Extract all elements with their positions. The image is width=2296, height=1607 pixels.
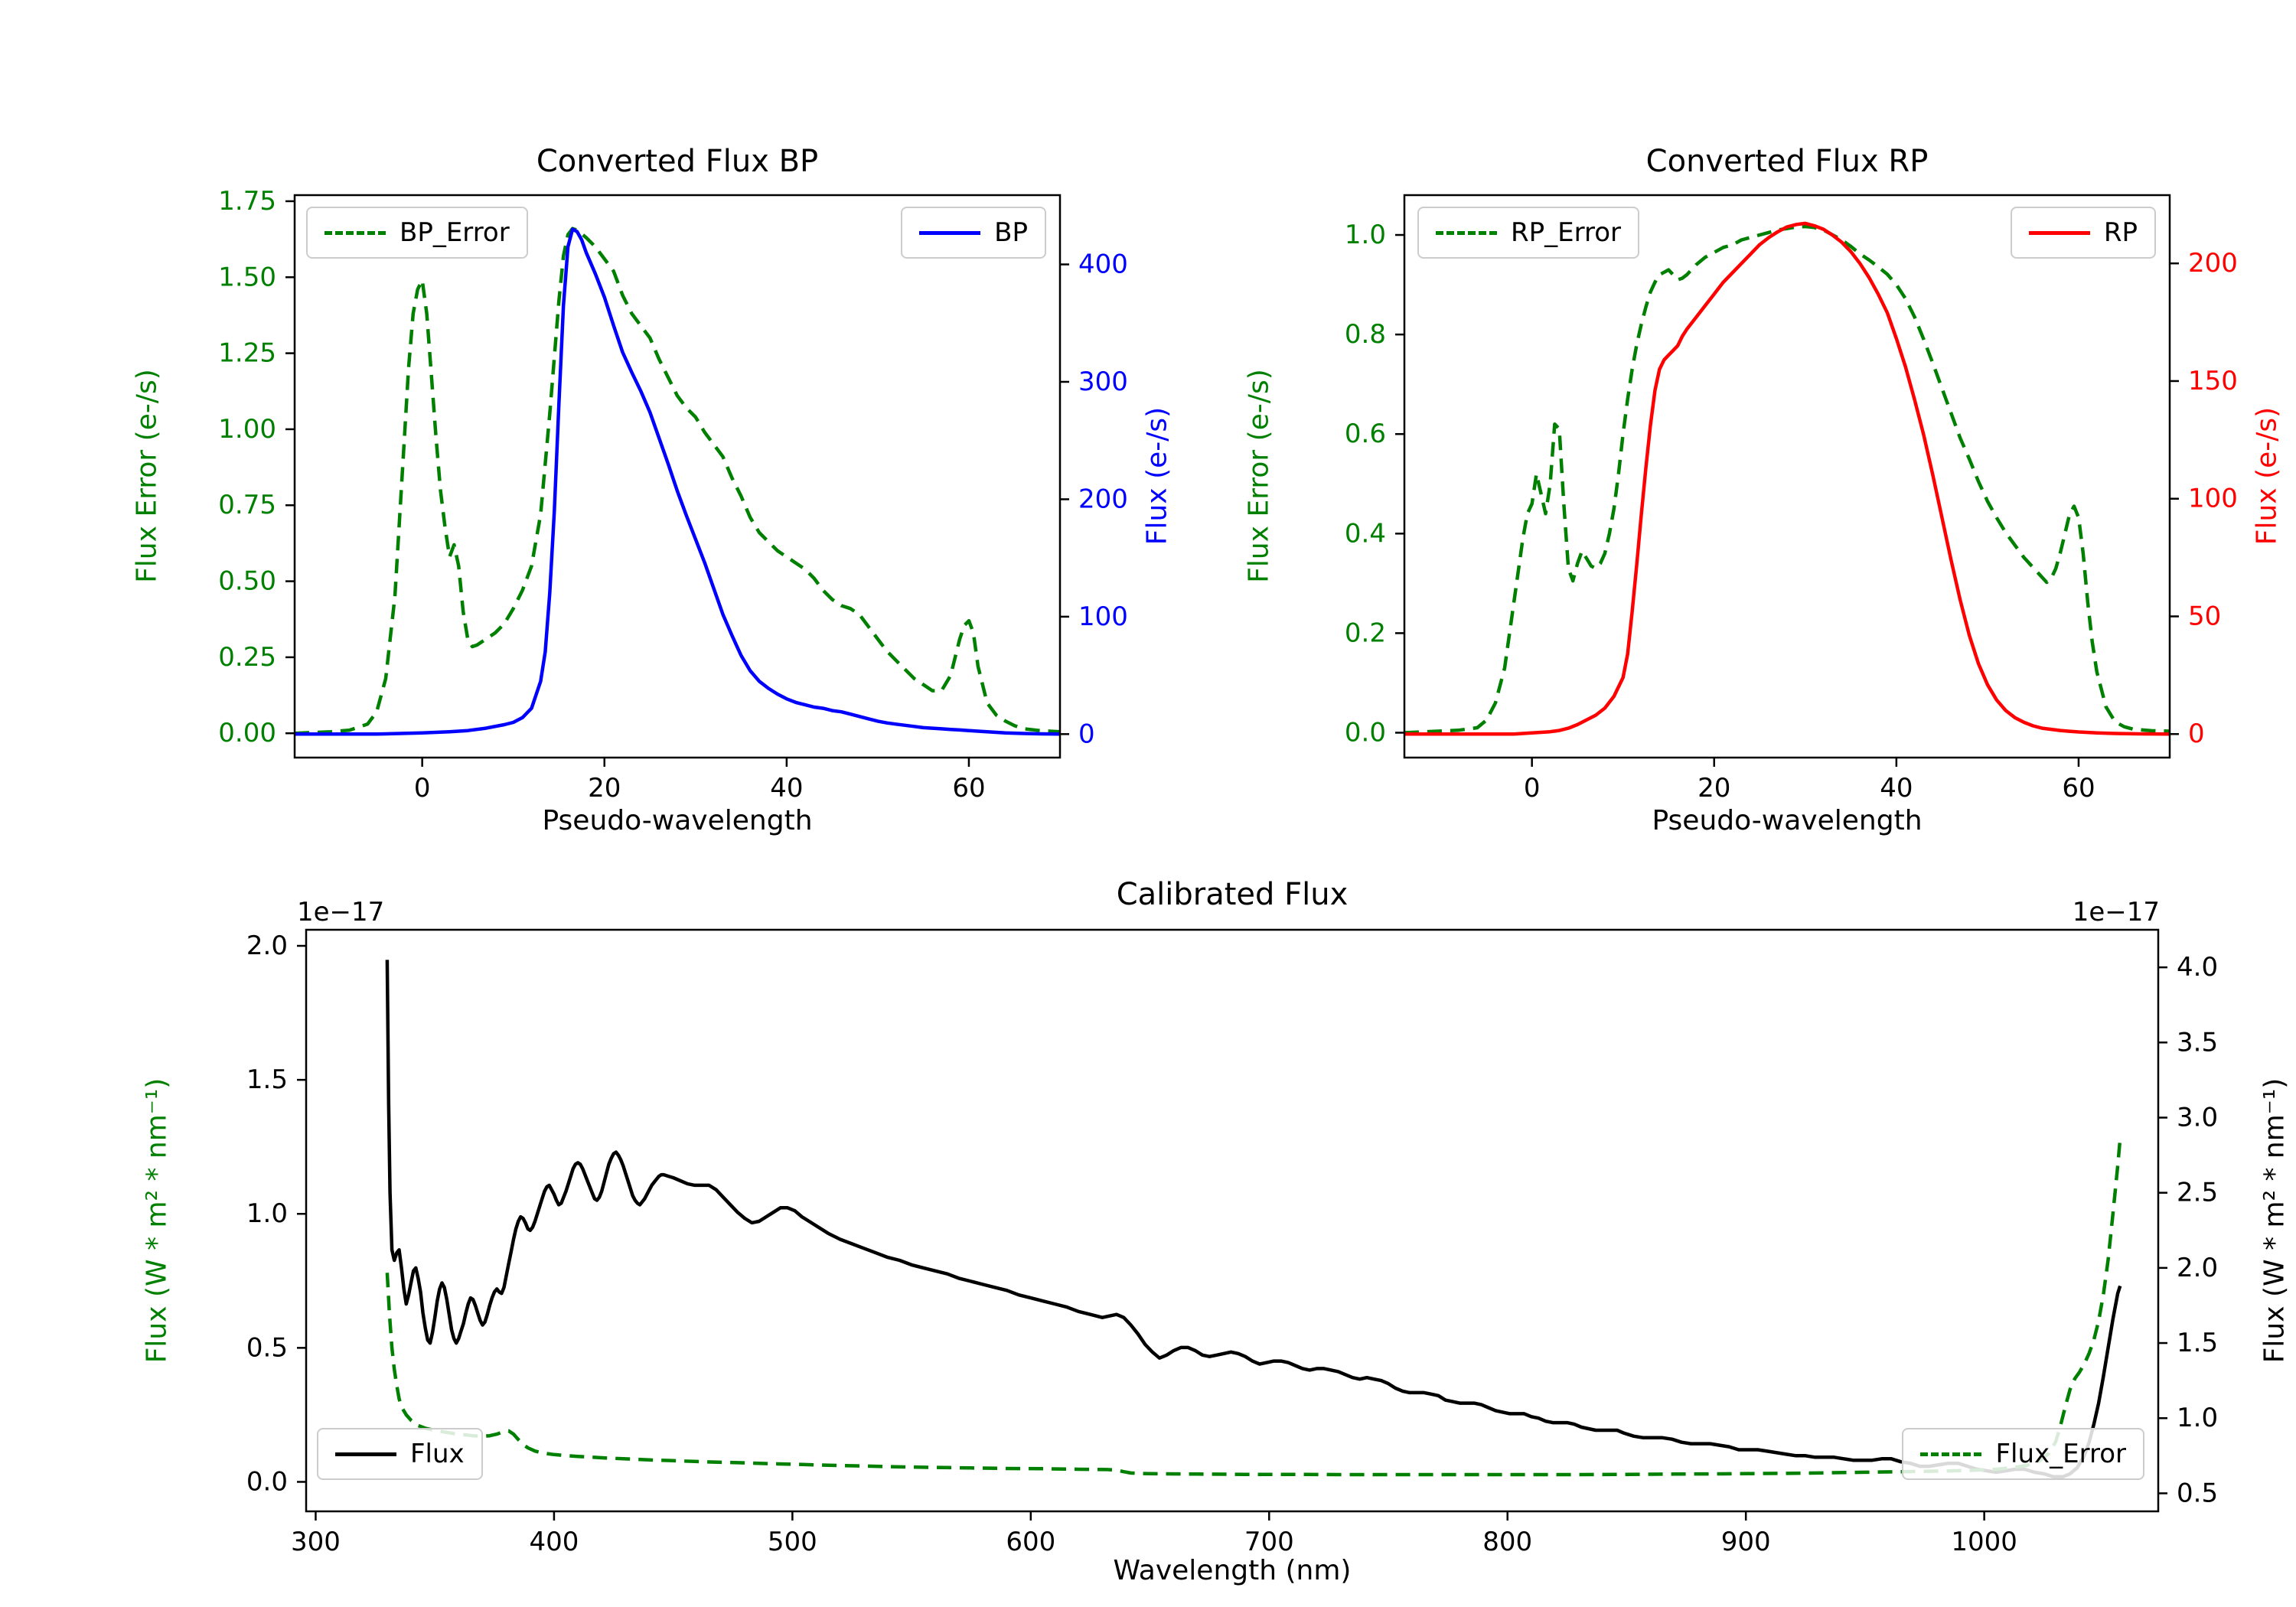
svg-text:0.75: 0.75: [218, 490, 276, 520]
svg-text:1.5: 1.5: [2177, 1328, 2218, 1358]
svg-text:0.5: 0.5: [2177, 1478, 2218, 1508]
svg-text:1.75: 1.75: [218, 186, 276, 217]
svg-text:1.0: 1.0: [1345, 220, 1386, 250]
svg-text:4.0: 4.0: [2177, 952, 2218, 983]
svg-text:1.25: 1.25: [218, 338, 276, 369]
svg-text:0.50: 0.50: [218, 566, 276, 597]
svg-text:60: 60: [2062, 773, 2095, 804]
calibrated-xaxis-label: Wavelength (nm): [1113, 1555, 1352, 1586]
bp-xaxis-label: Pseudo-wavelength: [542, 805, 813, 836]
svg-text:0.6: 0.6: [1345, 419, 1386, 449]
svg-text:0.25: 0.25: [218, 642, 276, 673]
svg-text:20: 20: [1698, 773, 1730, 804]
rp-xaxis-label: Pseudo-wavelength: [1652, 805, 1923, 836]
svg-text:600: 600: [1006, 1527, 1055, 1557]
rp-legend-line: [2028, 230, 2090, 235]
rp-chart-title: Converted Flux RP: [1645, 144, 1929, 179]
svg-text:40: 40: [770, 773, 803, 804]
svg-text:800: 800: [1482, 1527, 1532, 1557]
svg-text:0: 0: [414, 773, 431, 804]
svg-text:0.8: 0.8: [1345, 319, 1386, 350]
svg-text:0.2: 0.2: [1345, 618, 1386, 648]
svg-text:1.50: 1.50: [218, 262, 276, 292]
svg-text:200: 200: [2188, 248, 2238, 279]
svg-text:1000: 1000: [1951, 1527, 2017, 1557]
rp-legend: RP: [2010, 207, 2156, 259]
svg-text:0.00: 0.00: [218, 718, 276, 748]
bp-error-legend: BP_Error: [306, 207, 528, 259]
svg-text:400: 400: [1078, 249, 1128, 280]
svg-text:2.5: 2.5: [2177, 1178, 2218, 1208]
svg-text:60: 60: [952, 773, 985, 804]
svg-text:400: 400: [529, 1527, 579, 1557]
rp-error-legend-label: RP_Error: [1511, 217, 1622, 248]
flux-error-legend: Flux_Error: [1902, 1428, 2144, 1480]
svg-text:2.0: 2.0: [2177, 1253, 2218, 1283]
calibrated-chart-title: Calibrated Flux: [1116, 877, 1349, 912]
flux-legend-line: [335, 1452, 396, 1456]
rp-error-legend: RP_Error: [1417, 207, 1640, 259]
svg-text:1.0: 1.0: [246, 1198, 288, 1229]
svg-text:0: 0: [1078, 719, 1095, 749]
rp-error-legend-line: [1436, 230, 1497, 235]
svg-text:1.00: 1.00: [218, 414, 276, 445]
svg-text:40: 40: [1880, 773, 1913, 804]
svg-text:100: 100: [1078, 601, 1128, 632]
flux-error-legend-label: Flux_Error: [1995, 1439, 2126, 1469]
svg-text:500: 500: [768, 1527, 817, 1557]
svg-text:1.0: 1.0: [2177, 1403, 2218, 1433]
svg-text:0.4: 0.4: [1345, 518, 1386, 549]
svg-text:0.0: 0.0: [246, 1466, 288, 1497]
bp-legend: BP: [901, 207, 1046, 259]
svg-text:0.0: 0.0: [1345, 717, 1386, 748]
svg-text:0: 0: [2188, 719, 2205, 749]
svg-text:900: 900: [1721, 1527, 1771, 1557]
svg-text:50: 50: [2188, 601, 2221, 631]
flux-legend-label: Flux: [410, 1439, 465, 1469]
svg-text:0.5: 0.5: [246, 1332, 288, 1363]
svg-text:100: 100: [2188, 484, 2238, 514]
flux-error-legend-line: [1920, 1452, 1982, 1456]
svg-text:3.5: 3.5: [2177, 1027, 2218, 1058]
bp-chart-title: Converted Flux BP: [536, 144, 819, 179]
svg-text:2.0: 2.0: [246, 931, 288, 961]
svg-text:300: 300: [291, 1527, 341, 1557]
svg-text:150: 150: [2188, 366, 2238, 396]
svg-text:20: 20: [588, 773, 621, 804]
svg-text:3.0: 3.0: [2177, 1102, 2218, 1133]
svg-text:1.5: 1.5: [246, 1064, 288, 1095]
rp-legend-label: RP: [2103, 217, 2138, 248]
svg-text:300: 300: [1078, 367, 1128, 397]
bp-error-legend-line: [325, 230, 386, 235]
svg-text:0: 0: [1524, 773, 1541, 804]
svg-text:200: 200: [1078, 484, 1128, 514]
left-axis-offset-exponent: 1e−17: [297, 897, 385, 927]
right-axis-offset-exponent: 1e−17: [2072, 897, 2160, 927]
svg-text:700: 700: [1244, 1527, 1294, 1557]
bp-legend-line: [919, 230, 981, 235]
bp-legend-label: BP: [994, 217, 1028, 248]
bp-error-legend-label: BP_Error: [400, 217, 510, 248]
flux-legend: Flux: [317, 1428, 483, 1480]
